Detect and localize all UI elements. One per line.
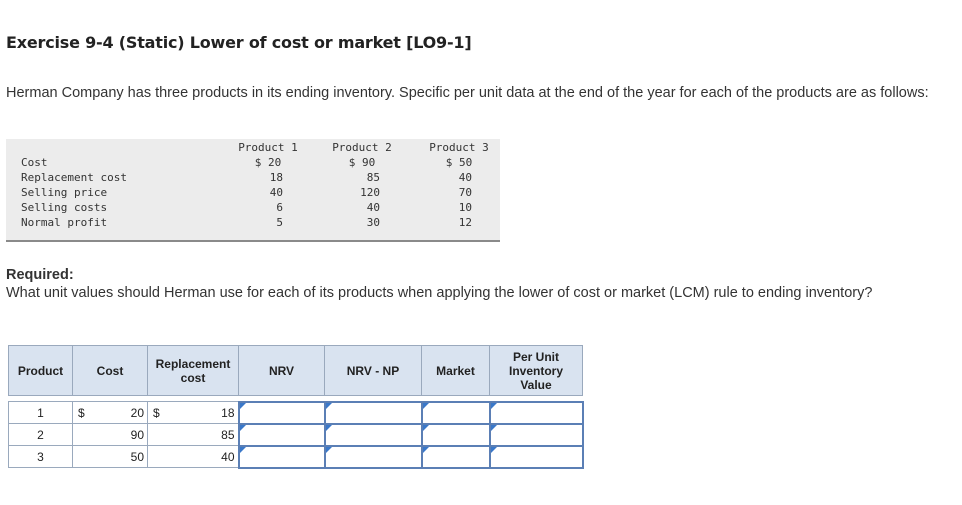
currency-blank <box>147 445 168 468</box>
market-input[interactable] <box>420 422 491 447</box>
row-label: Selling price <box>21 186 108 199</box>
cost-value: 90 <box>100 423 148 446</box>
product-2-column: Product 2 $ 90 85 120 40 30 <box>322 140 402 230</box>
header-product: Product <box>8 345 73 396</box>
per-unit-value-input[interactable] <box>488 444 584 469</box>
row-label: Normal profit <box>21 216 108 229</box>
product-3-column: Product 3 $ 50 40 70 10 12 <box>419 140 499 230</box>
row-labels: Cost Replacement cost Selling price Sell… <box>21 155 127 230</box>
required-label: Required: <box>6 267 74 283</box>
row-label: Selling costs <box>21 201 108 214</box>
row-label: Cost <box>21 156 48 169</box>
value: 30 <box>366 216 380 229</box>
required-section: Required: What unit values should Herman… <box>6 266 906 302</box>
header-nrv: NRV <box>238 345 325 396</box>
exercise-title: Exercise 9-4 (Static) Lower of cost or m… <box>6 33 472 52</box>
column-header: Product 2 <box>332 141 392 154</box>
answer-table: Product Cost Replacement cost NRV NRV - … <box>8 345 584 469</box>
value: 40 <box>366 201 380 214</box>
product-1-column: Product 1 $ 20 18 40 6 5 <box>228 140 308 230</box>
header-replacement-cost: Replacement cost <box>147 345 239 396</box>
replacement-cost-value: 18 <box>167 401 239 424</box>
column-header: Product 3 <box>429 141 489 154</box>
product-number: 1 <box>8 401 73 424</box>
currency-blank <box>72 445 101 468</box>
value: 5 <box>276 216 283 229</box>
value: $ 20 <box>254 156 282 169</box>
replacement-cost-value: 40 <box>167 445 239 468</box>
per-unit-value-input[interactable] <box>488 422 584 447</box>
nrv-input[interactable] <box>237 400 326 425</box>
currency-blank <box>147 423 168 446</box>
nrv-input[interactable] <box>237 422 326 447</box>
row-label: Replacement cost <box>21 171 127 184</box>
value: 10 <box>458 201 472 214</box>
column-header: Product 1 <box>238 141 298 154</box>
nrv-np-input[interactable] <box>323 400 423 425</box>
table-row: 3 50 40 <box>8 444 584 469</box>
header-cost: Cost <box>72 345 148 396</box>
currency-blank <box>72 423 101 446</box>
value: 70 <box>458 186 472 199</box>
nrv-np-input[interactable] <box>323 422 423 447</box>
market-input[interactable] <box>420 400 491 425</box>
intro-text: Herman Company has three products in its… <box>6 85 929 101</box>
value: 6 <box>276 201 283 214</box>
cost-value: 20 <box>100 401 148 424</box>
value: 85 <box>366 171 380 184</box>
header-per-unit-value: Per Unit Inventory Value <box>489 345 583 396</box>
value: 120 <box>360 186 380 199</box>
nrv-np-input[interactable] <box>323 444 423 469</box>
cost-value: 50 <box>100 445 148 468</box>
product-number: 2 <box>8 423 73 446</box>
market-input[interactable] <box>420 444 491 469</box>
currency-symbol: $ <box>72 401 101 424</box>
value: $ 90 <box>348 156 376 169</box>
currency-symbol: $ <box>147 401 168 424</box>
value: $ 50 <box>445 156 473 169</box>
value: 40 <box>269 186 283 199</box>
header-nrv-np: NRV - NP <box>324 345 422 396</box>
per-unit-value-input[interactable] <box>488 400 584 425</box>
table-row: 2 90 85 <box>8 422 584 447</box>
table-row: 1 $ 20 $ 18 <box>8 400 584 425</box>
value: 40 <box>458 171 472 184</box>
nrv-input[interactable] <box>237 444 326 469</box>
replacement-cost-value: 85 <box>167 423 239 446</box>
value: 18 <box>269 171 283 184</box>
value: 12 <box>458 216 472 229</box>
product-number: 3 <box>8 445 73 468</box>
header-market: Market <box>421 345 490 396</box>
product-data-table: Cost Replacement cost Selling price Sell… <box>6 139 500 242</box>
header-row: Product Cost Replacement cost NRV NRV - … <box>8 345 583 396</box>
required-text: What unit values should Herman use for e… <box>6 285 873 301</box>
